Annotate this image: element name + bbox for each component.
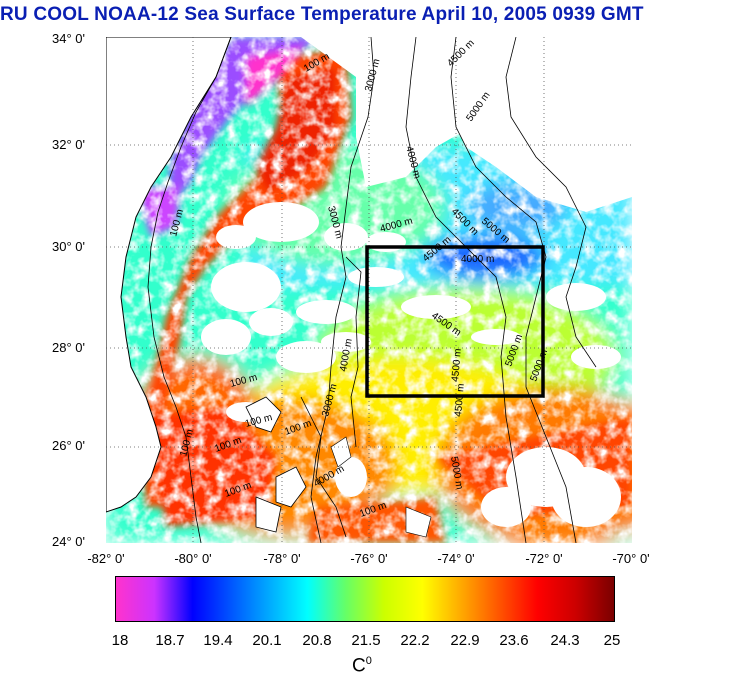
map-title: RU COOL NOAA-12 Sea Surface Temperature … [0, 4, 644, 25]
lon-label-78: -78° 0' [263, 551, 301, 566]
unit-superscript: 0 [365, 655, 372, 667]
lon-label-80: -80° 0' [174, 551, 212, 566]
colorbar [115, 576, 615, 622]
study-area-box [365, 245, 545, 398]
lon-label-74: -74° 0' [437, 551, 475, 566]
sst-map-svg: 100 m 3000 m 4000 m 4500 m 5000 m 3000 m… [106, 37, 632, 543]
contour-label: 4500 m [453, 383, 467, 417]
lat-label-30: 30° 0' [52, 239, 85, 254]
lat-label-28: 28° 0' [52, 340, 85, 355]
bathymetry-contours [147, 37, 597, 543]
contour-label: 4500 m [450, 348, 464, 382]
lat-label-32: 32° 0' [52, 137, 85, 152]
colorbar-label: 23.6 [499, 632, 529, 649]
lon-label-82: -82° 0' [87, 551, 125, 566]
lat-label-24: 24° 0' [52, 534, 85, 549]
colorbar-label: 25 [603, 632, 621, 649]
lat-label-26: 26° 0' [52, 438, 85, 453]
colorbar-label: 18.7 [155, 632, 185, 649]
colorbar-gradient [116, 577, 614, 621]
colorbar-label: 22.2 [400, 632, 430, 649]
lat-label-34: 34° 0' [52, 31, 85, 46]
lon-label-72: -72° 0' [525, 551, 563, 566]
colorbar-unit: C0 [352, 655, 372, 677]
unit-letter: C [352, 655, 366, 677]
contour-label: 4000 m [461, 254, 494, 265]
lon-label-70: -70° 0' [612, 551, 650, 566]
lon-label-76: -76° 0' [350, 551, 388, 566]
land [106, 37, 432, 538]
colorbar-label: 19.4 [203, 632, 233, 649]
colorbar-label: 22.9 [450, 632, 480, 649]
colorbar-label: 24.3 [550, 632, 580, 649]
sst-map: 100 m 3000 m 4000 m 4500 m 5000 m 3000 m… [106, 37, 632, 543]
colorbar-label: 18 [111, 632, 129, 649]
colorbar-label: 20.1 [252, 632, 282, 649]
clouds [201, 37, 632, 527]
colorbar-label: 20.8 [302, 632, 332, 649]
colorbar-label: 21.5 [351, 632, 381, 649]
